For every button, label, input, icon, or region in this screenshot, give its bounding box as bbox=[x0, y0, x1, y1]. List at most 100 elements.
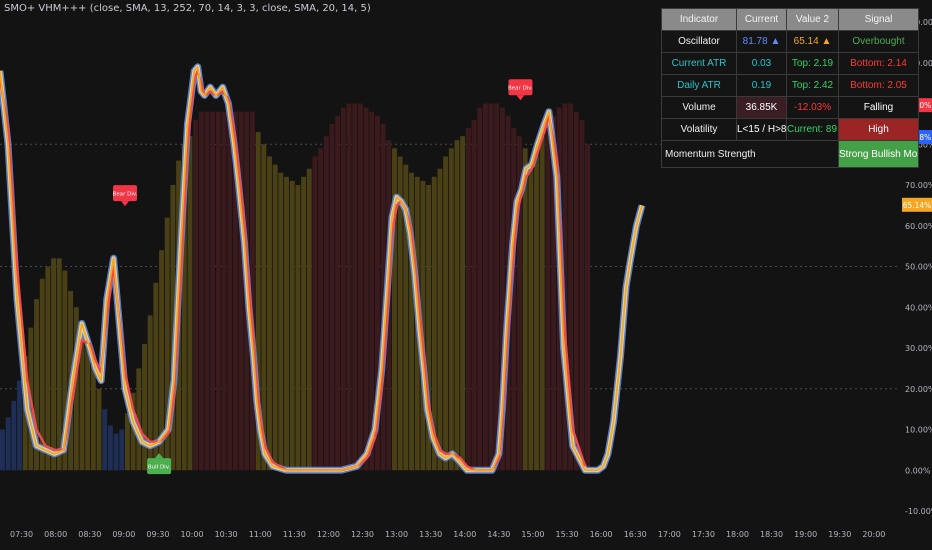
histogram-bar bbox=[573, 111, 579, 471]
annotation-layer: Bear Div. Bull Div. Bear Div. bbox=[113, 79, 533, 475]
histogram-bar bbox=[511, 127, 517, 471]
divergence-label: Bear Div. bbox=[113, 192, 138, 198]
x-tick-label: 17:00 bbox=[658, 530, 681, 539]
histogram-bar bbox=[477, 107, 483, 471]
volatility-thresholds: L<15 / H>85 bbox=[736, 118, 787, 141]
x-tick-label: 12:00 bbox=[317, 530, 340, 539]
histogram-bar bbox=[318, 148, 324, 471]
header-signal: Signal bbox=[838, 8, 919, 31]
histogram-bar bbox=[340, 107, 346, 471]
histogram-bar bbox=[562, 103, 568, 471]
histogram-bar bbox=[107, 425, 113, 471]
divergence-label-pointer bbox=[155, 453, 164, 459]
x-tick-label: 16:30 bbox=[624, 530, 647, 539]
histogram-bar bbox=[39, 278, 45, 471]
table-header-row: Indicator Current Value 2 Signal bbox=[661, 8, 919, 31]
histogram-bar bbox=[45, 266, 51, 471]
x-tick-label: 08:30 bbox=[78, 530, 101, 539]
header-current: Current bbox=[736, 8, 787, 31]
histogram-bar bbox=[232, 111, 238, 471]
x-tick-label: 18:30 bbox=[760, 530, 783, 539]
histogram-bar bbox=[579, 119, 585, 471]
histogram-bar bbox=[295, 185, 301, 471]
histogram-bar bbox=[250, 111, 255, 471]
header-value2: Value 2 bbox=[786, 8, 839, 31]
histogram-bar bbox=[96, 388, 102, 471]
momentum-signal: Strong Bullish Momentum bbox=[838, 140, 919, 168]
histogram-bar bbox=[289, 180, 295, 471]
volume-signal: Falling bbox=[838, 96, 919, 119]
x-tick-label: 15:00 bbox=[521, 530, 544, 539]
y-tick-label: 10.00% bbox=[905, 426, 932, 435]
histogram-bar bbox=[85, 343, 91, 471]
histogram-bar bbox=[443, 156, 449, 471]
table-row: Volatility L<15 / H>85 Current: 89.6% Hi… bbox=[661, 118, 919, 141]
histogram-bar bbox=[238, 111, 244, 471]
divergence-label-box bbox=[147, 458, 172, 475]
y-tick-label: 70.00% bbox=[905, 181, 932, 190]
x-tick-label: 18:00 bbox=[726, 530, 749, 539]
x-tick-label: 14:00 bbox=[453, 530, 476, 539]
histogram-bar bbox=[352, 103, 358, 471]
oscillator-lines bbox=[0, 63, 646, 474]
histogram-bar bbox=[329, 123, 335, 471]
volume-value: 36.85K bbox=[736, 96, 787, 119]
histogram-bar bbox=[585, 144, 591, 471]
current-atr-bottom: Bottom: 2.14 bbox=[838, 52, 919, 75]
oscillator-current: 81.78 ▲ bbox=[736, 30, 787, 53]
x-tick-label: 09:30 bbox=[146, 530, 169, 539]
histogram-bar bbox=[420, 180, 426, 471]
current-atr-top: Top: 2.19 bbox=[786, 52, 839, 75]
x-tick-label: 08:00 bbox=[44, 530, 67, 539]
volume-change: -12.03% bbox=[786, 96, 839, 119]
histogram-bar bbox=[159, 250, 164, 471]
histogram-bar bbox=[454, 140, 460, 471]
y-tick-label: 20.00% bbox=[905, 385, 932, 394]
divergence-label-box bbox=[113, 185, 137, 202]
histogram-bar bbox=[471, 119, 477, 471]
histogram-bar bbox=[375, 115, 380, 471]
daily-atr-value: 0.19 bbox=[736, 74, 787, 97]
histogram-bar bbox=[517, 136, 522, 471]
y-tick-label: 60.00% bbox=[905, 222, 932, 231]
histogram-bar bbox=[221, 111, 227, 471]
histogram-bar bbox=[204, 111, 210, 471]
price-label-box bbox=[902, 197, 932, 212]
histogram-bar bbox=[437, 168, 443, 471]
histogram-bar bbox=[73, 307, 79, 471]
daily-atr-top: Top: 2.42 bbox=[786, 74, 839, 97]
histogram-bar bbox=[369, 111, 375, 471]
histogram-bar bbox=[409, 172, 414, 471]
histogram-bar bbox=[0, 429, 5, 471]
x-tick-label: 07:30 bbox=[10, 530, 33, 539]
histogram-bar bbox=[539, 136, 545, 471]
divergence-label: Bull Div. bbox=[148, 465, 171, 471]
histogram-bar bbox=[56, 258, 62, 471]
daily-atr-bottom: Bottom: 2.05 bbox=[838, 74, 919, 97]
x-tick-label: 16:00 bbox=[590, 530, 613, 539]
histogram-bar bbox=[210, 111, 216, 471]
histogram-bar bbox=[119, 429, 125, 471]
y-tick-label: 40.00% bbox=[905, 303, 932, 312]
x-tick-label: 14:30 bbox=[487, 530, 510, 539]
histogram-bar bbox=[11, 400, 17, 471]
row-label: Volatility bbox=[661, 118, 737, 141]
histogram-bar bbox=[392, 148, 397, 471]
y-tick-label: 30.00% bbox=[905, 344, 932, 353]
x-tick-label: 12:30 bbox=[351, 530, 374, 539]
price-label: 65.14% bbox=[903, 201, 932, 210]
histogram-bar bbox=[181, 144, 187, 471]
histogram-bar bbox=[261, 144, 267, 471]
histogram-bar bbox=[465, 127, 471, 471]
histogram-bar bbox=[323, 136, 329, 471]
divergence-label: Bear Div. bbox=[508, 86, 533, 92]
y-tick-label: -10.00% bbox=[905, 507, 932, 516]
table-row: Current ATR 0.03 Top: 2.19 Bottom: 2.14 bbox=[661, 52, 919, 75]
indicator-title[interactable]: SMO+ VHM+++ (close, SMA, 13, 252, 70, 14… bbox=[4, 3, 371, 14]
histogram-bar bbox=[482, 103, 488, 471]
divergence-label-pointer bbox=[516, 95, 525, 101]
histogram-bar bbox=[545, 123, 551, 471]
table-row: Daily ATR 0.19 Top: 2.42 Bottom: 2.05 bbox=[661, 74, 919, 97]
histogram-bar bbox=[267, 156, 272, 471]
histogram-bar bbox=[125, 413, 130, 471]
